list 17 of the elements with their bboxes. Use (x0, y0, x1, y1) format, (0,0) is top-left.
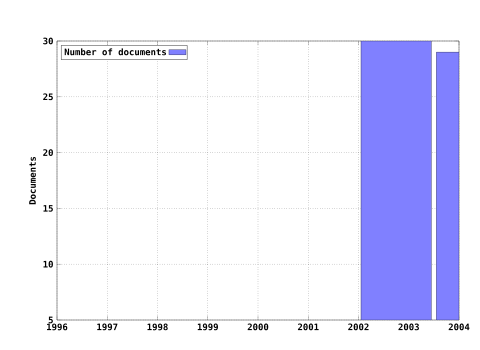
x-tick-label: 1996 (47, 324, 68, 330)
x-tick-label: 2001 (298, 324, 319, 330)
x-tick-label: 1998 (148, 324, 168, 330)
y-tick-label: 5 (48, 316, 53, 324)
y-tick-label: 20 (43, 149, 53, 156)
x-tick-label: 1999 (198, 324, 218, 330)
x-tick-label: 2004 (448, 324, 470, 330)
y-tick-label: 15 (44, 205, 53, 212)
x-tick-label: 2002 (348, 324, 369, 330)
x-tick-label: 2003 (398, 324, 419, 330)
y-axis-title: Documents (29, 156, 36, 204)
x-tick-label: 2000 (248, 324, 268, 330)
legend-label: Number of documents (64, 48, 166, 56)
x-tick-label: 1997 (97, 324, 118, 330)
y-tick-label: 30 (43, 38, 53, 44)
y-tick-label: 10 (44, 260, 53, 268)
y-tick-label: 25 (43, 93, 53, 100)
